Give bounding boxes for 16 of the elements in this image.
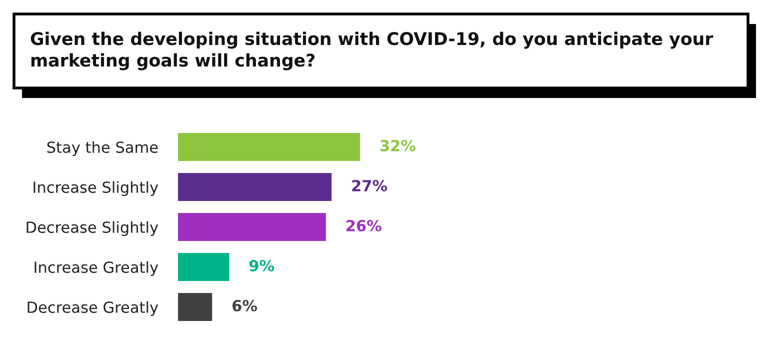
data-label: 27% [352, 180, 388, 192]
data-label: 9% [249, 260, 274, 272]
bar [178, 253, 230, 281]
chart-title: Given the developing situation with COVID-19, do you anticipate your marketing goals will change? [30, 32, 714, 70]
y-tick-label: Increase Greatly [34, 261, 158, 276]
data-label: 32% [380, 140, 416, 152]
data-label: 6% [232, 300, 258, 312]
bar [178, 133, 360, 161]
y-tick-label: Decrease Slightly [26, 221, 158, 236]
bar [178, 293, 212, 321]
data-label: 26% [346, 220, 382, 232]
bar [178, 213, 326, 241]
y-tick-label: Increase Slightly [34, 181, 158, 196]
bar [178, 173, 332, 201]
y-tick-label: Stay the Same [47, 141, 158, 156]
y-tick-label: Decrease Greatly [28, 301, 158, 316]
